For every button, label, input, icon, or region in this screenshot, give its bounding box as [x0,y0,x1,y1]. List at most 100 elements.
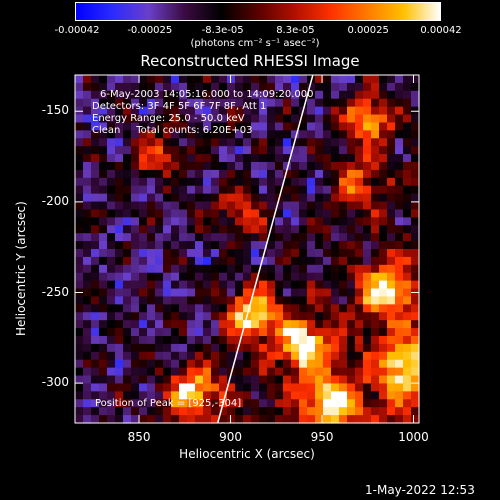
heatmap-cell [379,407,388,416]
heatmap-cell [131,359,140,369]
heatmap-cell [291,367,300,377]
heatmap-cell [163,75,172,84]
heatmap-cell [107,82,116,92]
heatmap-cell [243,264,252,274]
heatmap-cell [179,328,188,337]
heatmap-cell [123,288,132,298]
heatmap-cell [411,193,420,203]
heatmap-cell [139,154,148,163]
heatmap-cell [267,288,276,298]
heatmap-cell [339,296,348,305]
heatmap-cell [371,225,380,234]
heatmap-cell [107,122,116,131]
heatmap-cell [123,415,132,424]
heatmap-cell [179,130,188,139]
heatmap-cell [371,351,380,361]
heatmap-cell [275,130,284,139]
heatmap-cell [203,264,212,274]
heatmap-cell [371,272,380,282]
heatmap-cell [395,130,404,139]
heatmap-cell [171,233,180,242]
heatmap-cell [155,249,164,258]
heatmap-cell [123,383,132,392]
heatmap-cell [195,75,204,84]
heatmap-cell [395,169,404,179]
heatmap-cell [251,201,260,211]
heatmap-cell [139,256,148,266]
heatmap-cell [219,328,228,337]
heatmap-cell [115,98,124,108]
heatmap-cell [83,415,92,424]
heatmap-cell [75,209,84,218]
heatmap-cell [347,264,356,274]
heatmap-cell [363,383,372,392]
heatmap-cell [291,82,300,92]
heatmap-cell [379,106,388,116]
heatmap-cell [291,415,300,424]
heatmap-cell [211,375,220,385]
heatmap-cell [307,209,316,218]
heatmap-cell [195,343,204,353]
heatmap-cell [195,169,204,179]
heatmap-cell [195,90,204,100]
heatmap-cell [323,336,332,345]
heatmap-cell [363,296,372,305]
heatmap-cell [179,193,188,203]
heatmap-cell [275,415,284,424]
heatmap-cell [323,399,332,408]
heatmap-cell [115,193,124,203]
heatmap-cell [355,225,364,234]
heatmap-cell [219,241,228,250]
heatmap-cell [387,407,396,416]
heatmap-cell [307,82,316,92]
heatmap-cell [243,233,252,242]
heatmap-cell [75,225,84,234]
heatmap-cell [315,280,324,290]
heatmap-cell [115,296,124,305]
heatmap-cell [283,391,292,400]
heatmap-cell [187,177,196,187]
heatmap-cell [267,320,276,329]
heatmap-cell [379,177,388,187]
heatmap-cell [75,138,84,147]
heatmap-cell [347,320,356,329]
heatmap-cell [211,328,220,337]
heatmap-cell [163,233,172,242]
heatmap-cell [235,336,244,345]
heatmap-cell [155,264,164,274]
heatmap-cell [235,249,244,258]
heatmap-cell [147,217,156,226]
heatmap-cell [347,375,356,385]
heatmap-cell [227,106,236,116]
heatmap-cell [115,407,124,416]
heatmap-cell [411,312,420,321]
heatmap-cell [275,296,284,305]
heatmap-cell [363,217,372,226]
heatmap-cell [155,201,164,211]
heatmap-cell [123,75,132,84]
heatmap-cell [243,82,252,92]
heatmap-cell [411,98,420,108]
heatmap-cell [355,288,364,298]
heatmap-cell [155,336,164,345]
heatmap-cell [219,193,228,203]
heatmap-cell [227,328,236,337]
heatmap-cell [347,106,356,116]
heatmap-cell [235,201,244,211]
heatmap-cell [379,249,388,258]
heatmap-cell [155,114,164,124]
heatmap-cell [363,407,372,416]
heatmap-cell [291,75,300,84]
info-detectors: Detectors: 3F 4F 5F 6F 7F 8F, Att 1 [92,101,267,112]
heatmap-cell [171,154,180,163]
heatmap-cell [163,328,172,337]
heatmap-cell [339,367,348,377]
heatmap-cell [403,201,412,211]
heatmap-cell [235,351,244,361]
heatmap-cell [195,233,204,242]
heatmap-cell [251,343,260,353]
heatmap-cell [211,233,220,242]
heatmap-cell [195,351,204,361]
heatmap-cell [179,336,188,345]
heatmap-cell [411,256,420,266]
